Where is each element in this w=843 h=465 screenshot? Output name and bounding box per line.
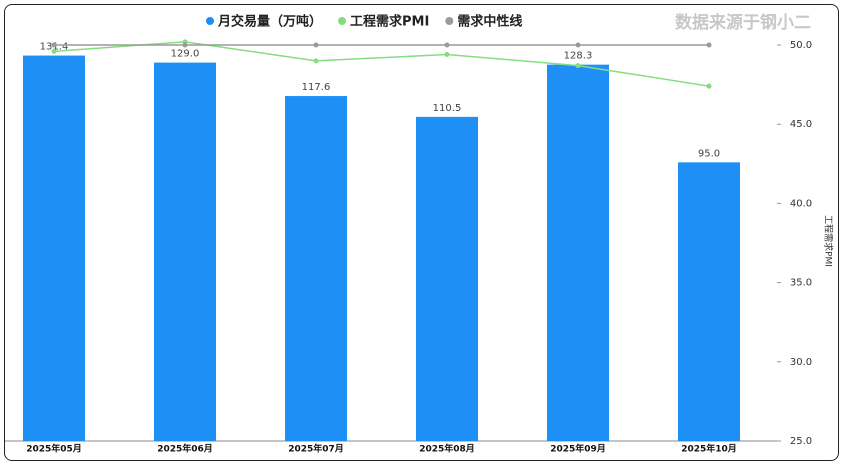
- data-label: 110.5: [433, 103, 462, 114]
- y2-tick-label: 25.0: [790, 436, 812, 447]
- x-tick-label: 2025年06月: [157, 443, 213, 455]
- bar: [678, 162, 740, 442]
- line-point: [444, 52, 450, 58]
- line-point: [575, 63, 581, 69]
- line-point: [575, 42, 581, 48]
- data-label: 117.6: [302, 82, 331, 93]
- bar: [154, 62, 216, 441]
- line-point: [51, 42, 57, 48]
- y2-axis-label: 工程需求PMI: [823, 215, 835, 267]
- legend-marker: [445, 17, 454, 25]
- watermark: 数据来源于钢小二: [675, 12, 811, 33]
- line-point: [313, 58, 319, 64]
- legend-marker: [338, 17, 347, 25]
- line: [53, 41, 710, 87]
- bar: [416, 116, 478, 441]
- data-label: 129.0: [171, 49, 200, 60]
- y2-tick-label: 35.0: [790, 278, 812, 289]
- chart: 数据来源于钢小二 工程需求PMI 25.0 30.0 35.0 40.0 45.0 50.…: [5, 12, 835, 455]
- x-tick-label: 2025年05月: [26, 443, 82, 455]
- x-tick-label: 2025年09月: [550, 443, 606, 455]
- data-label: 128.3: [564, 51, 593, 62]
- line-point: [51, 48, 57, 54]
- data-label: 95.0: [698, 148, 720, 159]
- x-tick-label: 2025年08月: [419, 443, 475, 455]
- legend-marker: [206, 17, 214, 25]
- x-tick-label: 2025年07月: [288, 443, 344, 455]
- y2-tick-label: 45.0: [790, 119, 812, 130]
- chart-frame: 数据来源于钢小二 工程需求PMI 25.0 30.0 35.0 40.0 45.0 50.…: [4, 4, 839, 461]
- bar: [285, 96, 347, 441]
- legend-label: 工程需求PMI: [350, 14, 429, 30]
- line-point: [444, 42, 450, 48]
- line-point: [182, 42, 188, 48]
- x-tick-label: 2025年10月: [681, 443, 737, 455]
- y2-tick-label: 40.0: [790, 198, 812, 209]
- bar: [23, 55, 85, 442]
- line-point: [313, 42, 319, 48]
- line-point: [706, 42, 712, 48]
- y2-tick-label: 30.0: [790, 357, 812, 368]
- legend-label: 月交易量（万吨）: [217, 14, 322, 30]
- legend-label: 需求中性线: [457, 14, 522, 30]
- line-point: [706, 83, 712, 89]
- y2-tick-label: 50.0: [790, 40, 812, 51]
- bar: [547, 64, 609, 442]
